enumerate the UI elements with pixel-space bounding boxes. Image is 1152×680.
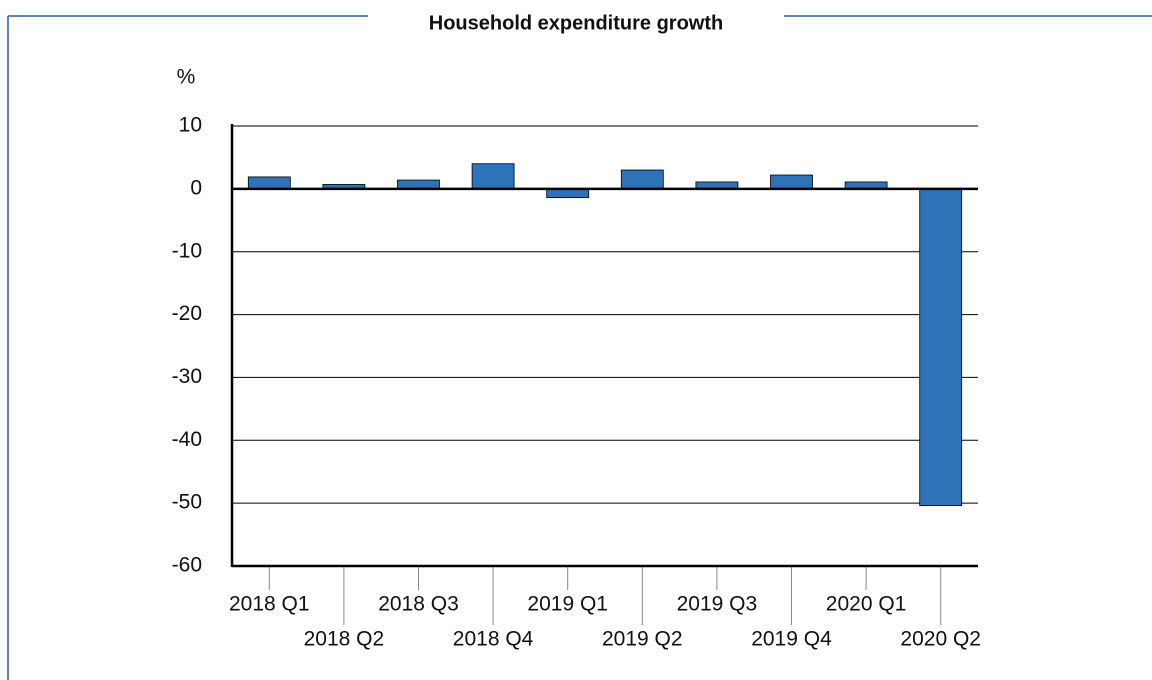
x-tick-label: 2019 Q1: [527, 593, 608, 616]
chart-title: Household expenditure growth: [429, 12, 723, 34]
y-tick-label: -60: [172, 554, 202, 577]
y-tick-label: -20: [172, 302, 202, 325]
y-tick-label: 10: [179, 114, 202, 137]
x-tick-label: 2019 Q3: [677, 593, 758, 616]
x-tick-label: 2018 Q1: [229, 593, 310, 616]
bar: [620, 169, 664, 190]
y-tick-label: 0: [190, 176, 202, 199]
x-tick-label: 2018 Q2: [304, 628, 385, 651]
bar: [247, 176, 291, 190]
x-tick-label: 2018 Q3: [378, 593, 459, 616]
bar: [770, 174, 813, 190]
x-tick-label: 2020 Q1: [826, 593, 907, 616]
x-tick-label: 2019 Q2: [602, 628, 683, 651]
x-tick-label: 2020 Q2: [900, 628, 981, 651]
y-tick-label: -50: [172, 491, 202, 514]
y-axis-label: %: [177, 66, 196, 89]
y-tick-label: -40: [172, 428, 202, 451]
bar: [919, 188, 963, 507]
x-tick-label: 2018 Q4: [453, 628, 534, 651]
bar: [397, 179, 440, 190]
y-tick-label: -30: [172, 365, 202, 388]
y-tick-label: -10: [172, 239, 202, 262]
x-tick-label: 2019 Q4: [751, 628, 832, 651]
bar: [546, 188, 590, 199]
bar: [471, 163, 515, 190]
